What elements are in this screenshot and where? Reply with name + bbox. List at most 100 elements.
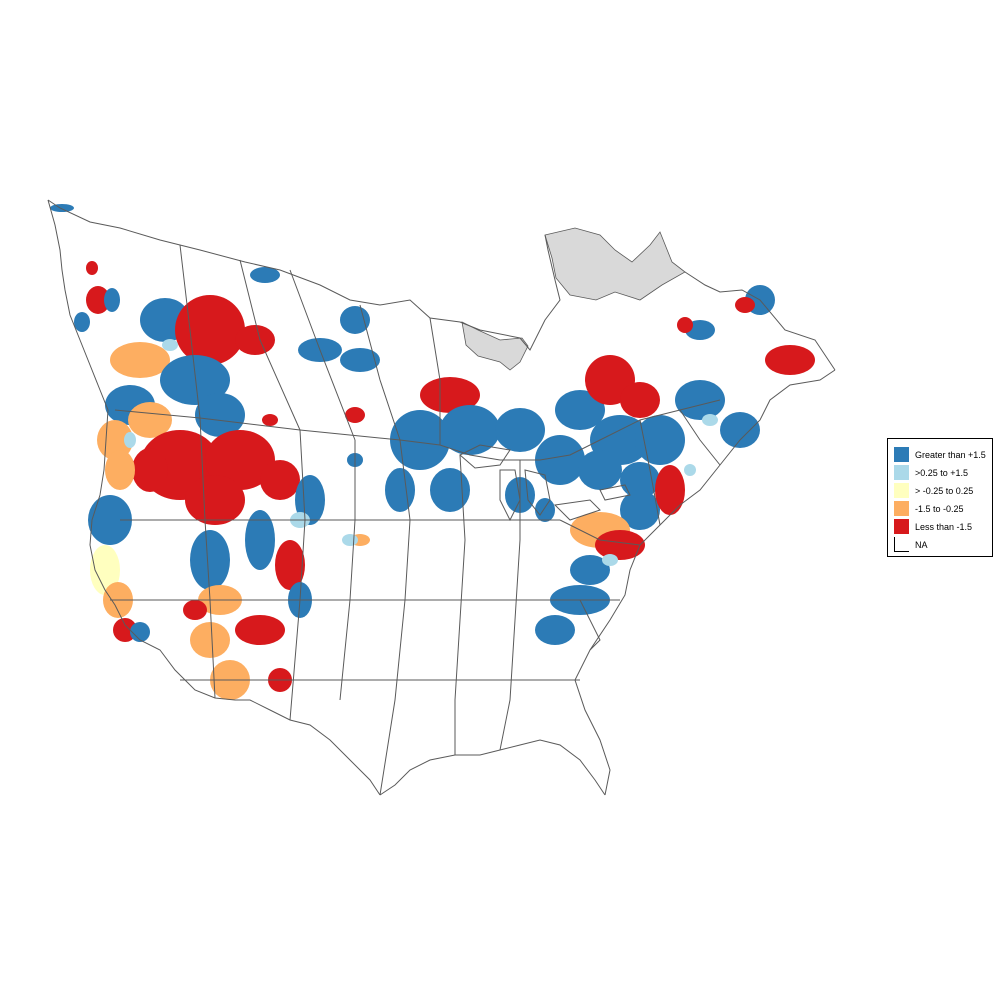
legend-swatch: [894, 501, 909, 516]
trend-region: [183, 600, 207, 620]
trend-region: [765, 345, 815, 375]
boundary-line: [289, 429, 306, 721]
legend-label: >0.25 to +1.5: [915, 467, 969, 478]
trend-region: [430, 468, 470, 512]
boundaries: [47, 199, 836, 796]
trend-region: [88, 495, 132, 545]
boundary-line: [47, 199, 561, 351]
legend-item-neutral: > -0.25 to 0.25: [894, 483, 973, 498]
trend-region: [235, 325, 275, 355]
boundary-line: [239, 259, 301, 431]
boundary-line: [429, 317, 441, 445]
trend-region: [190, 622, 230, 658]
trend-region: [340, 348, 380, 372]
trend-region: [160, 355, 230, 405]
trend-region: [262, 414, 278, 426]
trend-region: [702, 414, 718, 426]
trend-region: [555, 390, 605, 430]
boundary-line: [199, 417, 216, 699]
trend-region: [190, 530, 230, 590]
trend-region: [74, 312, 90, 332]
legend-label: Less than -1.5: [915, 521, 973, 532]
na-regions: [461, 227, 686, 371]
trend-region: [86, 286, 110, 314]
trend-region: [275, 540, 305, 590]
trend-region: [385, 468, 415, 512]
na-region-ungava: [544, 227, 686, 301]
trend-region: [97, 420, 133, 460]
trend-region: [345, 407, 365, 423]
trend-region: [260, 460, 300, 500]
legend-item-less-than-minus-1-5: Less than -1.5: [894, 519, 972, 534]
legend-label: -1.5 to -0.25: [915, 503, 964, 514]
legend-label: Greater than +1.5: [915, 449, 986, 460]
boundary-line: [599, 484, 631, 501]
trend-region: [595, 530, 645, 560]
legend-swatch: [894, 483, 909, 498]
boundary-line: [639, 419, 661, 526]
trend-region: [175, 295, 245, 365]
trend-region: [675, 380, 725, 420]
trend-region: [535, 498, 555, 522]
legend-item-0-25-to-1-5: >0.25 to +1.5: [894, 465, 968, 480]
trend-region: [602, 554, 618, 566]
legend-item-na: NA: [894, 537, 928, 552]
trend-region: [620, 490, 660, 530]
trend-region: [535, 615, 575, 645]
boundary-line: [339, 440, 356, 701]
trend-region: [495, 408, 545, 452]
trend-region: [578, 450, 622, 490]
legend-swatch: [894, 537, 909, 552]
boundary-line: [179, 244, 201, 419]
legend: Greater than +1.5 >0.25 to +1.5 > -0.25 …: [887, 438, 993, 557]
trend-region: [535, 435, 585, 485]
trend-region: [655, 465, 685, 515]
trend-region: [420, 377, 480, 413]
legend-label: NA: [915, 539, 928, 550]
trend-region: [105, 450, 135, 490]
trend-region: [132, 448, 168, 492]
trend-region: [340, 306, 370, 334]
boundary-line: [289, 269, 356, 441]
trend-region: [250, 267, 280, 283]
trend-region: [735, 297, 755, 313]
trend-region: [570, 555, 610, 585]
boundary-line: [454, 454, 466, 755]
trend-region: [195, 393, 245, 437]
trend-region: [720, 412, 760, 448]
trend-cells: [50, 204, 815, 700]
boundary-line: [379, 739, 606, 796]
boundary-line: [359, 304, 401, 441]
boundary-line: [47, 199, 381, 796]
legend-swatch: [894, 465, 909, 480]
boundary-line: [574, 369, 836, 796]
trend-region: [124, 432, 136, 448]
legend-swatch: [894, 447, 909, 462]
trend-region: [235, 615, 285, 645]
trend-region: [90, 545, 120, 595]
trend-region: [50, 204, 74, 212]
trend-region: [440, 405, 500, 455]
trend-region: [205, 430, 275, 490]
trend-region: [130, 622, 150, 642]
boundary-line: [679, 409, 721, 466]
na-region-hudson-bay-south: [461, 321, 529, 371]
trend-region: [110, 342, 170, 378]
trend-region: [162, 339, 178, 351]
trend-region: [684, 464, 696, 476]
boundary-line: [499, 469, 521, 522]
trend-region: [635, 415, 685, 465]
trend-region: [128, 402, 172, 438]
legend-item-greater-than-1-5: Greater than +1.5: [894, 447, 986, 462]
boundary-line: [553, 499, 601, 521]
legend-label: > -0.25 to 0.25: [915, 485, 974, 496]
trend-region: [390, 410, 450, 470]
trend-region: [245, 510, 275, 570]
trend-region: [620, 382, 660, 418]
trend-region: [185, 475, 245, 525]
trend-region: [677, 317, 693, 333]
boundary-line: [459, 444, 511, 469]
trend-region: [104, 288, 120, 312]
boundary-line: [684, 271, 836, 371]
